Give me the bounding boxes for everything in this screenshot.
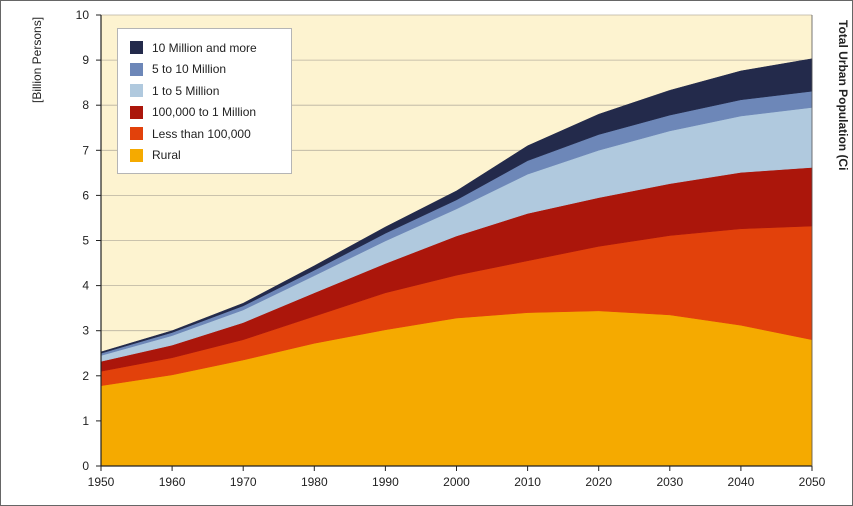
- x-tick-label-1960: 1960: [159, 475, 186, 489]
- x-tick-label-2000: 2000: [443, 475, 470, 489]
- legend-label: 10 Million and more: [152, 40, 257, 55]
- x-tick-label-2050: 2050: [799, 475, 826, 489]
- axes: [96, 14, 813, 471]
- y-tick-label-2: 2: [82, 369, 89, 383]
- legend-label: 100,000 to 1 Million: [152, 105, 257, 120]
- area-series: [100, 58, 813, 467]
- x-tick-label-2010: 2010: [514, 475, 541, 489]
- legend-item: 10 Million and more: [130, 37, 291, 59]
- y-tick-label-4: 4: [82, 279, 89, 293]
- y-tick-label-10: 10: [76, 8, 90, 22]
- x-tick-label-1980: 1980: [301, 475, 328, 489]
- legend-item: 100,000 to 1 Million: [130, 102, 291, 124]
- legend-swatch: [130, 105, 143, 119]
- legend-swatch: [130, 84, 143, 98]
- x-tick-label-1970: 1970: [230, 475, 257, 489]
- x-tick-label-1990: 1990: [372, 475, 399, 489]
- y-tick-label-7: 7: [82, 143, 89, 157]
- y-tick-label-1: 1: [82, 414, 89, 428]
- legend-item: Rural: [130, 145, 291, 167]
- x-tick-label-2030: 2030: [656, 475, 683, 489]
- legend-label: 5 to 10 Million: [152, 62, 227, 77]
- legend-item: 1 to 5 Million: [130, 80, 291, 102]
- y-tick-label-8: 8: [82, 98, 89, 112]
- legend-label: Rural: [152, 148, 181, 163]
- legend-swatch: [130, 62, 143, 76]
- y-axis-label: [Billion Persons]: [30, 17, 44, 103]
- x-tick-label-1950: 1950: [88, 475, 115, 489]
- legend-swatch: [130, 148, 143, 162]
- legend-item: Less than 100,000: [130, 123, 291, 145]
- x-tick-label-2020: 2020: [585, 475, 612, 489]
- legend-item: 5 to 10 Million: [130, 59, 291, 81]
- right-edge-text: Total Urban Population (Ci: [836, 20, 850, 171]
- y-tick-label-5: 5: [82, 234, 89, 248]
- legend-swatch: [130, 127, 143, 141]
- x-tick-label-2040: 2040: [728, 475, 755, 489]
- y-tick-label-0: 0: [82, 459, 89, 473]
- y-tick-label-6: 6: [82, 188, 89, 202]
- legend-swatch: [130, 41, 143, 55]
- y-tick-label-3: 3: [82, 324, 89, 338]
- legend-label: 1 to 5 Million: [152, 83, 220, 98]
- legend: 10 Million and more 5 to 10 Million 1 to 5…: [117, 28, 292, 174]
- y-tick-label-9: 9: [82, 53, 89, 67]
- y-tick-labels: 0 1 2 3 4 5 6 7 8 9 10: [76, 8, 90, 473]
- legend-label: Less than 100,000: [152, 126, 251, 141]
- right-edge-cut-label: Total Urban Population (Ci: [832, 20, 852, 180]
- x-tick-labels: 1950 1960 1970 1980 1990 2000 2010 2020 2030 2040…: [88, 475, 826, 489]
